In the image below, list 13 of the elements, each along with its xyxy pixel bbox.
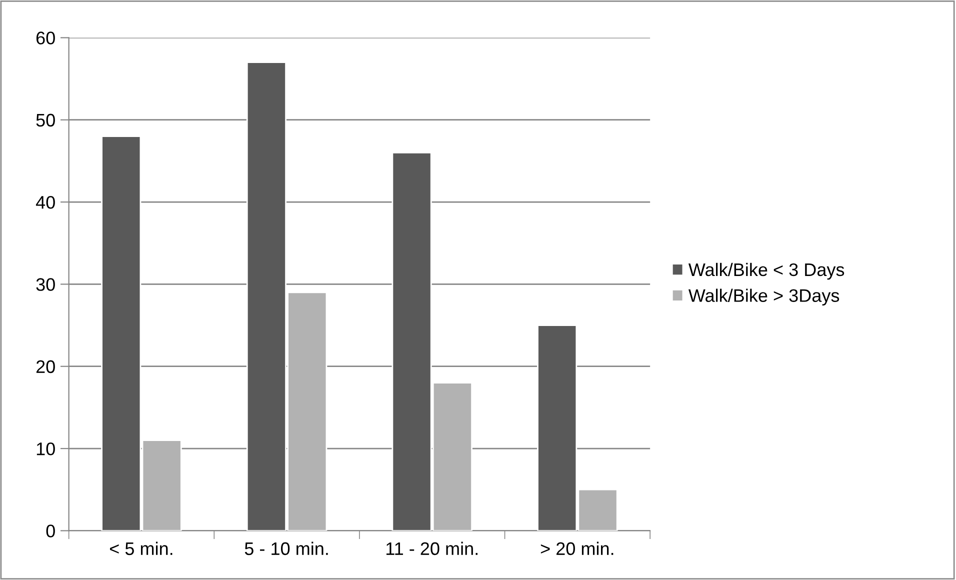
legend-label: Walk/Bike > 3Days [688, 288, 840, 306]
x-tick-label: 11 - 20 min. [386, 542, 478, 556]
x-tick-label: > 20 min. [540, 542, 614, 556]
y-tick-label: 60 [36, 32, 55, 44]
y-tick-label: 10 [36, 442, 55, 456]
y-tick-label: 50 [36, 114, 55, 127]
y-tick-label: 40 [36, 196, 55, 209]
x-tick-label: 5 - 10 min. [244, 542, 328, 556]
x-tick-label: < 5 min. [110, 542, 172, 556]
y-tick-label: 0 [46, 524, 55, 538]
legend-label: Walk/Bike < 3 Days [688, 262, 844, 280]
y-tick-label: 20 [36, 360, 55, 374]
y-tick-label: 30 [36, 278, 55, 291]
